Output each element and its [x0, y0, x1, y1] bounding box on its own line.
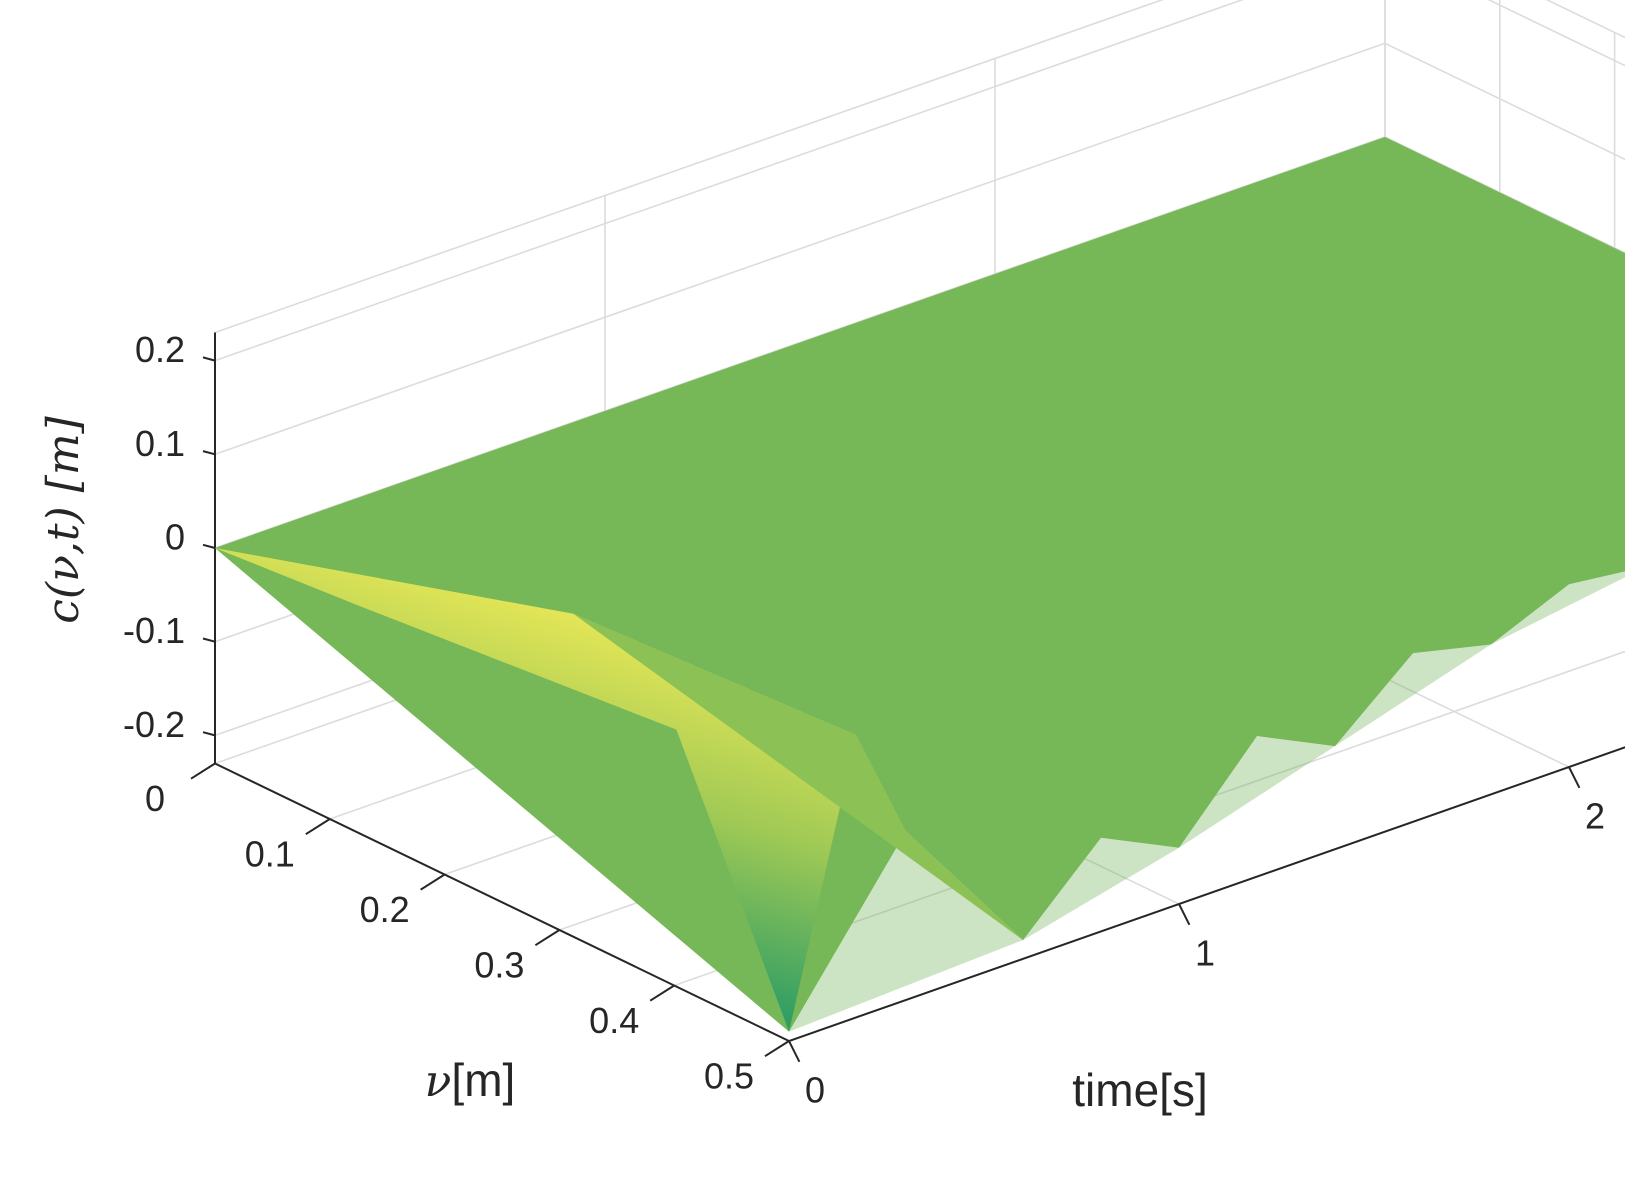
x-tick-label-mark — [1178, 903, 1191, 926]
grid-line — [214, 0, 1244, 362]
grid-line — [1384, 42, 1625, 161]
x-tick-label: 2 — [1585, 796, 1605, 837]
y-tick-label: 0.3 — [474, 945, 524, 986]
grid-line — [214, 0, 1164, 334]
y-tick-label-mark — [190, 762, 216, 780]
z-tick-label: -0.2 — [123, 704, 185, 745]
y-tick-label: 0.5 — [704, 1056, 754, 1097]
z-tick-label-mark — [202, 543, 216, 549]
surface — [215, 137, 1625, 1032]
y-axis-label-symbol: ν — [425, 1056, 452, 1107]
z-tick-label-mark — [202, 731, 216, 737]
surface-fold — [573, 613, 1023, 941]
grid-line — [214, 42, 1386, 456]
surface-ripple — [1229, 137, 1625, 403]
y-tick-label: 0 — [145, 778, 165, 819]
x-tick-label: 1 — [1195, 933, 1215, 974]
z-tick-label: 0 — [165, 517, 185, 558]
y-tick-label-mark — [649, 984, 675, 1002]
surface-ripple — [761, 301, 1491, 747]
surface-ripple — [449, 411, 1179, 941]
z-tick-label: 0.1 — [135, 423, 185, 464]
surface-ripple — [917, 246, 1625, 645]
z-tick-label-mark — [202, 637, 216, 643]
x-tick-label-mark — [1568, 766, 1581, 789]
y-ticks: 0 0.1 0.2 0.3 0.4 0.5 — [145, 762, 790, 1097]
y-axis-label: ν[m] — [425, 1054, 516, 1107]
y-tick-label-mark — [764, 1040, 790, 1058]
z-tick-label-mark — [202, 356, 216, 362]
y-tick-label-mark — [420, 873, 446, 891]
x-axis-label: time[s] — [1072, 1064, 1207, 1116]
y-tick-label-mark — [534, 929, 560, 947]
y-tick-label-mark — [305, 818, 331, 836]
x-tick-label-mark — [788, 1040, 801, 1063]
z-ticks: -0.2 -0.1 0 0.1 0.2 — [123, 329, 216, 745]
z-tick-label: 0.2 — [135, 329, 185, 370]
x-ticks: 0123 — [788, 766, 1605, 1111]
x-tick-label: 0 — [805, 1070, 825, 1111]
z-axis-label: c(ν,t) [m] — [38, 415, 89, 623]
y-axis-label-unit: [m] — [451, 1054, 515, 1106]
surface-ripple — [1073, 191, 1625, 555]
surface-main — [215, 137, 1625, 1032]
x-axis-line — [788, 746, 1625, 1042]
y-tick-label: 0.4 — [589, 1000, 639, 1041]
y-axis-line — [214, 762, 790, 1042]
z-tick-label-mark — [202, 450, 216, 456]
z-tick-label: -0.1 — [123, 610, 185, 651]
surface-ripple — [605, 356, 1335, 848]
y-tick-label: 0.2 — [360, 889, 410, 930]
grid-line — [673, 650, 1625, 987]
y-tick-label: 0.1 — [245, 834, 295, 875]
